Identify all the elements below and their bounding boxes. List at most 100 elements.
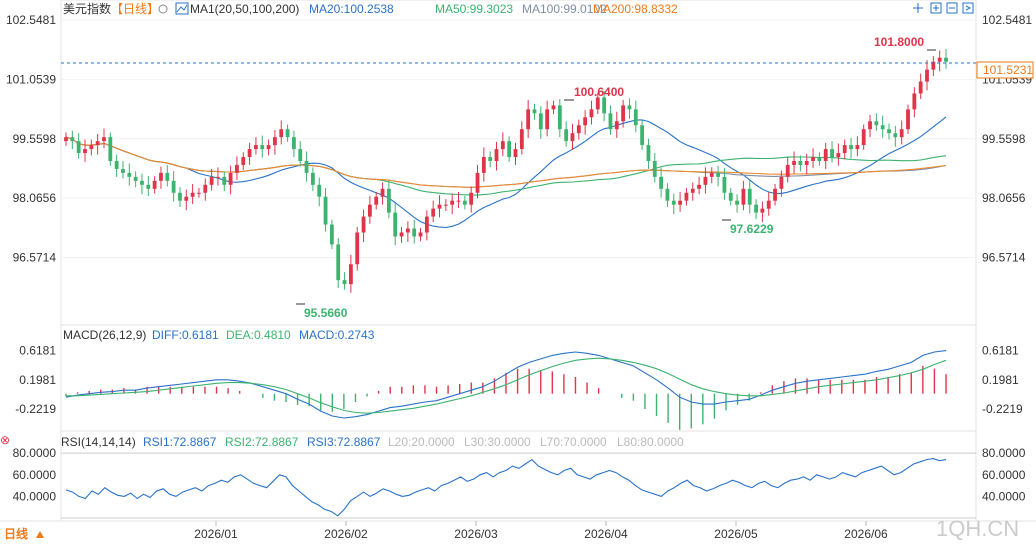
grid-layer bbox=[61, 19, 976, 258]
x-tick-label: 2026/03 bbox=[454, 527, 498, 541]
crosshair-icon[interactable] bbox=[913, 3, 923, 13]
macd-header: MACD(26,12,9) DIFF:0.6181 DEA:0.4810 MAC… bbox=[63, 328, 375, 342]
candle-body bbox=[944, 57, 948, 62]
macd-diff: DIFF:0.6181 bbox=[152, 328, 219, 342]
candle-body bbox=[114, 160, 119, 169]
candle-body bbox=[836, 153, 841, 158]
candle-body bbox=[868, 121, 872, 130]
candle-body bbox=[652, 160, 657, 177]
candle-body bbox=[823, 149, 828, 161]
candle-body bbox=[678, 200, 682, 205]
candle-body bbox=[127, 172, 132, 177]
candle-body bbox=[874, 121, 879, 126]
period-selector[interactable]: 日线 bbox=[4, 526, 28, 541]
macd-y-tick-right: 0.1981 bbox=[982, 373, 1019, 387]
x-tick-label: 2026/05 bbox=[714, 527, 758, 541]
candle-body bbox=[627, 105, 632, 110]
candle-body bbox=[431, 208, 436, 217]
candle-body bbox=[735, 200, 739, 205]
candle-body bbox=[197, 192, 201, 194]
candle-body bbox=[412, 228, 417, 237]
candle-body bbox=[469, 192, 474, 205]
candle-body bbox=[513, 149, 518, 158]
zoom-out-icon[interactable] bbox=[946, 2, 958, 14]
candle-body bbox=[602, 97, 607, 114]
candle-body bbox=[165, 172, 170, 181]
candle-body bbox=[89, 145, 94, 150]
macd-y-tick-left: -0.2219 bbox=[15, 402, 56, 416]
candle-body bbox=[317, 184, 322, 197]
export-icon[interactable] bbox=[962, 2, 974, 14]
x-tick-label: 2026/01 bbox=[194, 527, 238, 541]
rsi-l80: L80:80.0000 bbox=[617, 435, 684, 449]
candle-body bbox=[216, 176, 220, 178]
candle-body bbox=[190, 192, 195, 197]
candle-body bbox=[893, 133, 898, 138]
candle-body bbox=[722, 176, 727, 193]
candle-body bbox=[235, 164, 239, 173]
x-tick-label: 2026/02 bbox=[324, 527, 368, 541]
candle-body bbox=[462, 200, 467, 205]
main-y-tick-right: 96.5714 bbox=[982, 250, 1026, 264]
main-y-tick-right: 98.0656 bbox=[982, 191, 1026, 205]
x-tick-label: 2026/06 bbox=[844, 527, 888, 541]
candle-body bbox=[716, 172, 720, 177]
candle-body bbox=[330, 224, 334, 245]
macd-y-tick-right: 0.6181 bbox=[982, 344, 1019, 358]
candlesticks bbox=[64, 48, 948, 293]
candle-body bbox=[507, 141, 512, 158]
rsi-close-icon[interactable]: ⊗ bbox=[0, 433, 10, 447]
macd-diff-line bbox=[65, 350, 947, 419]
candle-body bbox=[488, 157, 493, 161]
candle-body bbox=[108, 137, 113, 161]
rsi-y-tick-left: 40.0000 bbox=[13, 489, 57, 503]
candle-body bbox=[323, 196, 328, 225]
candle-body bbox=[576, 125, 581, 134]
candle-body bbox=[906, 109, 910, 130]
candle-body bbox=[304, 160, 309, 173]
candle-body bbox=[336, 244, 341, 281]
candle-body bbox=[545, 109, 550, 130]
rsi-y-tick-right: 80.0000 bbox=[982, 446, 1026, 460]
candle-body bbox=[311, 172, 315, 185]
candle-body bbox=[684, 192, 689, 201]
annotation-low-2: 97.6229 bbox=[730, 222, 774, 236]
candle-body bbox=[633, 109, 638, 126]
ma-label: MA1(20,50,100,200) bbox=[190, 2, 299, 16]
candle-body bbox=[570, 133, 575, 142]
macd-y-tick-left: 0.1981 bbox=[19, 373, 56, 387]
candle-body bbox=[437, 204, 442, 209]
candle-body bbox=[184, 196, 189, 201]
rsi-l20: L20:20.0000 bbox=[388, 435, 455, 449]
candle-body bbox=[456, 200, 461, 202]
candle-body bbox=[342, 280, 347, 285]
main-y-tick-right: 102.5481 bbox=[982, 13, 1032, 27]
candle-body bbox=[817, 157, 822, 161]
candle-body bbox=[595, 97, 600, 110]
candle-body bbox=[494, 149, 499, 161]
candle-body bbox=[279, 129, 284, 138]
indicator-icon[interactable] bbox=[175, 2, 189, 15]
macd-dea-line bbox=[66, 357, 947, 414]
candle-body bbox=[804, 160, 809, 165]
candle-body bbox=[393, 212, 398, 237]
rsi-y-tick-right: 60.0000 bbox=[982, 468, 1026, 482]
candle-body bbox=[849, 145, 853, 150]
candle-body bbox=[614, 121, 619, 130]
candle-body bbox=[519, 129, 524, 150]
candle-body bbox=[146, 184, 151, 189]
candle-body bbox=[399, 232, 404, 237]
zoom-in-icon[interactable] bbox=[930, 2, 942, 14]
rsi-l30: L30:30.0000 bbox=[464, 435, 531, 449]
rsi-line bbox=[65, 458, 947, 517]
candle-body bbox=[760, 208, 765, 213]
candle-body bbox=[785, 164, 790, 177]
candle-body bbox=[728, 192, 733, 201]
ma200-value: MA200:98.8332 bbox=[593, 2, 678, 16]
candle-body bbox=[260, 145, 265, 150]
annotation-low-1: 95.5660 bbox=[304, 306, 348, 320]
ma20-line bbox=[65, 116, 947, 229]
period-dropdown-icon[interactable] bbox=[36, 531, 44, 538]
candle-body bbox=[792, 160, 796, 165]
settings-icon[interactable] bbox=[158, 4, 168, 14]
